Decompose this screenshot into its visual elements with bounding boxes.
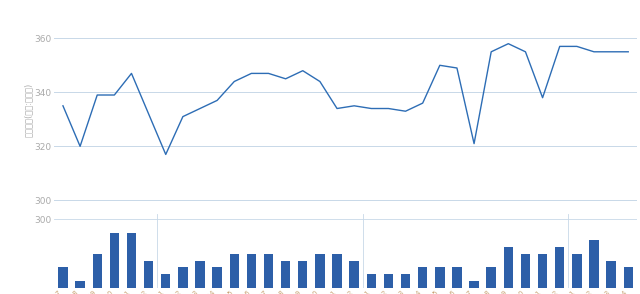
Bar [246, 254, 256, 288]
Bar [264, 254, 273, 288]
Bar [521, 254, 530, 288]
Bar [161, 274, 170, 288]
Bar [195, 260, 205, 288]
Bar [76, 281, 85, 288]
Bar [212, 268, 222, 288]
Bar [281, 260, 291, 288]
Bar [589, 240, 598, 288]
Bar [315, 254, 324, 288]
Bar [538, 254, 547, 288]
Bar [401, 274, 410, 288]
Y-axis label: 거래금액(단리:백만원): 거래금액(단리:백만원) [24, 83, 33, 137]
Bar [486, 268, 496, 288]
Bar [332, 254, 342, 288]
Bar [93, 254, 102, 288]
Bar [469, 281, 479, 288]
Bar [555, 247, 564, 288]
Bar [418, 268, 428, 288]
Bar [504, 247, 513, 288]
Bar [58, 268, 68, 288]
Bar [623, 268, 633, 288]
Bar [606, 260, 616, 288]
Bar [144, 260, 154, 288]
Bar [109, 233, 119, 288]
Bar [298, 260, 307, 288]
Bar [367, 274, 376, 288]
Bar [435, 268, 445, 288]
Bar [230, 254, 239, 288]
Bar [572, 254, 582, 288]
Bar [452, 268, 461, 288]
Bar [349, 260, 359, 288]
Bar [384, 274, 393, 288]
Bar [127, 233, 136, 288]
Bar [178, 268, 188, 288]
